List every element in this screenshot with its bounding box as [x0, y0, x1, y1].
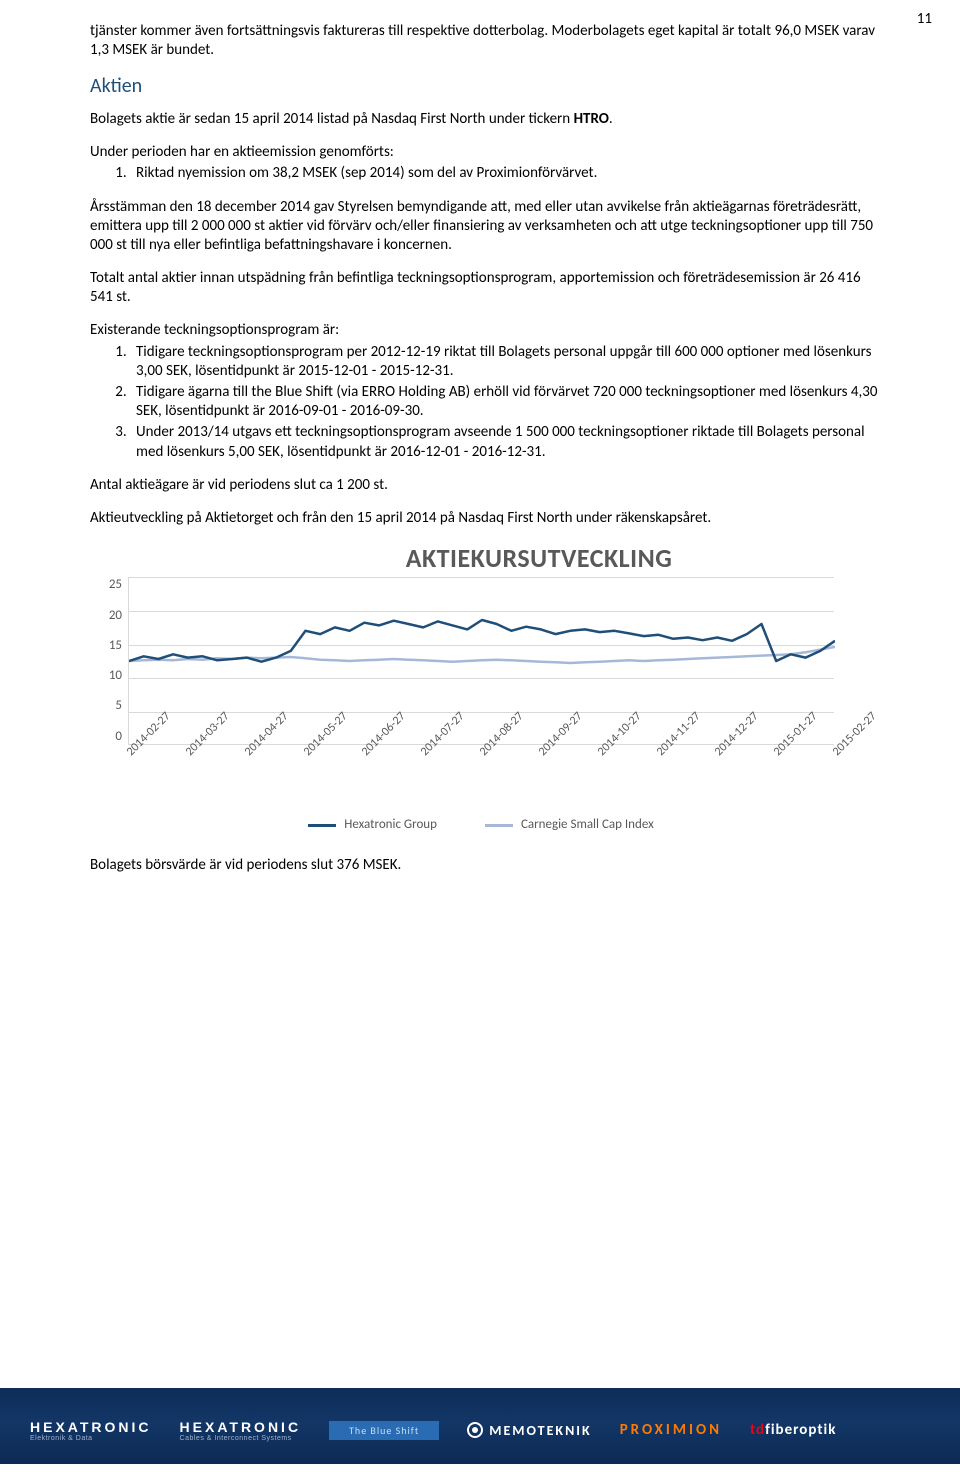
brand-tdfiberoptik: tdfiberoptik — [750, 1421, 836, 1439]
list-item: Under 2013/14 utgavs ett teckningsoption… — [130, 423, 878, 461]
paragraph: Totalt antal aktier innan utspädning frå… — [90, 269, 878, 307]
x-tick-label: 2014-07-27 — [418, 749, 429, 760]
chart-y-axis: 25 20 15 10 5 0 — [94, 577, 128, 745]
page-footer: HEXATRONIC Elektronik & Data HEXATRONIC … — [0, 1380, 960, 1464]
x-tick-label: 2014-03-27 — [183, 749, 194, 760]
brand-hexatronic-1: HEXATRONIC Elektronik & Data — [30, 1419, 152, 1442]
y-tick-label: 25 — [94, 577, 122, 594]
brand-subtitle: Cables & Interconnect Systems — [180, 1435, 302, 1442]
paragraph: Under perioden har en aktieemission geno… — [90, 143, 878, 162]
brand-subtitle: Elektronik & Data — [30, 1435, 152, 1442]
legend-label: Hexatronic Group — [344, 817, 437, 834]
legend-item: Carnegie Small Cap Index — [485, 817, 654, 834]
page-content: tjänster kommer även fortsättningsvis fa… — [0, 0, 960, 875]
brand-name: HEXATRONIC — [30, 1419, 152, 1435]
text: fiberoptik — [765, 1421, 836, 1439]
legend-swatch — [485, 824, 513, 827]
chart-plot-area — [128, 577, 834, 745]
brand-name: HEXATRONIC — [180, 1419, 302, 1435]
x-tick-label: 2014-06-27 — [359, 749, 370, 760]
ticker-symbol: HTRO — [574, 110, 609, 128]
y-tick-label: 15 — [94, 638, 122, 655]
paragraph: Existerande teckningsoptionsprogram är: — [90, 321, 878, 340]
x-tick-label: 2014-02-27 — [124, 749, 135, 760]
chart-title: AKTIEKURSUTVECKLING — [224, 542, 854, 575]
chart-x-axis: 2014-02-272014-03-272014-04-272014-05-27… — [128, 745, 834, 815]
x-tick-label: 2014-09-27 — [536, 749, 547, 760]
paragraph: Bolagets aktie är sedan 15 april 2014 li… — [90, 110, 878, 129]
options-program-list: Tidigare teckningsoptionsprogram per 201… — [90, 343, 878, 462]
paragraph: Bolagets börsvärde är vid periodens slut… — [90, 856, 878, 875]
document-page: 11 tjänster kommer även fortsättningsvis… — [0, 0, 960, 1464]
stock-chart: AKTIEKURSUTVECKLING 25 20 15 10 5 0 2014-02-2… — [94, 542, 854, 834]
emission-list: Riktad nyemission om 38,2 MSEK (sep 2014… — [90, 164, 878, 183]
chart-legend: Hexatronic Group Carnegie Small Cap Index — [128, 817, 834, 834]
x-tick-label: 2014-08-27 — [477, 749, 488, 760]
legend-swatch — [308, 824, 336, 827]
y-tick-label: 5 — [94, 698, 122, 715]
x-tick-label: 2014-05-27 — [301, 749, 312, 760]
list-item: Tidigare ägarna till the Blue Shift (via… — [130, 383, 878, 421]
brand-name: MEMOTEKNIK — [489, 1422, 592, 1439]
brand-proximion: PROXIMION — [620, 1421, 722, 1439]
list-item: Riktad nyemission om 38,2 MSEK (sep 2014… — [130, 164, 878, 183]
y-tick-label: 20 — [94, 608, 122, 625]
text: . — [609, 110, 613, 128]
text: Bolagets aktie är sedan 15 april 2014 li… — [90, 110, 574, 128]
section-heading: Aktien — [90, 74, 878, 100]
footer-brands: HEXATRONIC Elektronik & Data HEXATRONIC … — [0, 1380, 960, 1472]
x-tick-label: 2015-01-27 — [771, 749, 782, 760]
paragraph: Antal aktieägare är vid periodens slut c… — [90, 476, 878, 495]
x-tick-label: 2014-10-27 — [595, 749, 606, 760]
brand-blueshift: The Blue Shift — [329, 1421, 439, 1440]
legend-label: Carnegie Small Cap Index — [521, 817, 654, 834]
x-tick-label: 2014-04-27 — [242, 749, 253, 760]
paragraph: tjänster kommer även fortsättningsvis fa… — [90, 22, 878, 60]
y-tick-label: 0 — [94, 729, 122, 746]
paragraph: Årsstämman den 18 december 2014 gav Styr… — [90, 198, 878, 256]
list-item: Tidigare teckningsoptionsprogram per 201… — [130, 343, 878, 381]
paragraph: Aktieutveckling på Aktietorget och från … — [90, 509, 878, 528]
y-tick-label: 10 — [94, 668, 122, 685]
brand-hexatronic-2: HEXATRONIC Cables & Interconnect Systems — [180, 1419, 302, 1442]
text: td — [750, 1421, 765, 1439]
page-number: 11 — [917, 10, 932, 28]
x-tick-label: 2015-02-27 — [830, 749, 841, 760]
memo-icon — [467, 1422, 483, 1438]
x-tick-label: 2014-11-27 — [654, 749, 665, 760]
legend-item: Hexatronic Group — [308, 817, 437, 834]
brand-memoteknik: MEMOTEKNIK — [467, 1422, 592, 1439]
x-tick-label: 2014-12-27 — [712, 749, 723, 760]
